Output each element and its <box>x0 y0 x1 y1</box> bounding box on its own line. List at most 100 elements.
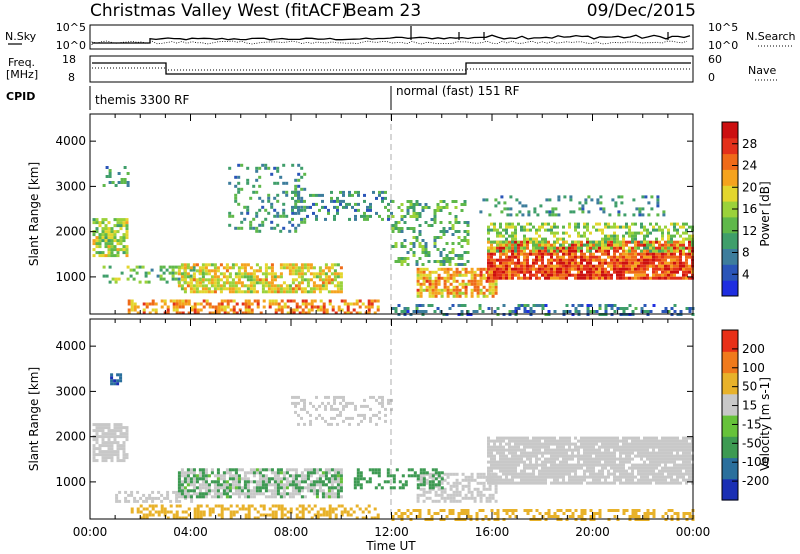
data-cell <box>442 227 446 230</box>
data-cell <box>553 451 556 455</box>
data-cell <box>574 472 577 476</box>
data-cell <box>246 284 250 288</box>
data-cell <box>288 220 292 224</box>
data-cell <box>535 481 538 485</box>
data-cell <box>652 264 655 268</box>
data-cell <box>667 457 670 461</box>
data-cell <box>255 269 259 273</box>
data-cell <box>95 459 99 463</box>
data-cell <box>508 234 511 238</box>
data-cell <box>592 264 595 268</box>
data-cell <box>322 305 326 309</box>
data-cell <box>125 432 129 436</box>
data-cell <box>568 225 571 229</box>
data-cell <box>625 460 628 464</box>
data-cell <box>562 273 565 277</box>
data-cell <box>177 272 181 276</box>
data-cell <box>520 246 523 250</box>
data-cell <box>421 263 425 266</box>
data-cell <box>643 237 646 241</box>
data-cell <box>613 469 616 473</box>
data-cell <box>562 439 565 443</box>
data-cell <box>276 223 280 227</box>
data-cell <box>181 299 185 303</box>
data-cell <box>476 472 480 476</box>
data-cell <box>652 228 655 232</box>
data-cell <box>354 214 357 218</box>
data-cell <box>255 480 259 484</box>
data-cell <box>255 229 259 233</box>
data-cell <box>514 246 517 250</box>
data-cell <box>535 442 538 446</box>
data-cell <box>589 481 592 485</box>
data-cell <box>470 288 474 292</box>
data-cell <box>464 484 468 488</box>
data-cell <box>506 213 510 217</box>
data-cell <box>98 224 102 228</box>
data-cell <box>359 483 363 487</box>
data-cell <box>547 457 550 461</box>
data-cell <box>532 448 535 452</box>
data-cell <box>544 451 547 455</box>
data-cell <box>217 302 221 306</box>
data-cell <box>655 436 658 440</box>
data-cell <box>309 272 313 276</box>
data-cell <box>336 205 339 209</box>
data-cell <box>532 240 535 244</box>
data-cell <box>458 499 462 503</box>
data-cell <box>502 478 505 482</box>
data-cell <box>381 190 384 194</box>
data-cell <box>280 510 284 514</box>
data-cell <box>592 457 595 461</box>
data-cell <box>192 263 196 267</box>
data-cell <box>601 258 604 262</box>
data-cell <box>129 274 133 278</box>
data-cell <box>508 478 511 482</box>
data-cell <box>535 246 538 250</box>
data-cell <box>105 166 109 169</box>
data-cell <box>315 407 318 411</box>
data-cell <box>538 442 541 446</box>
data-cell <box>439 310 443 313</box>
data-cell <box>473 285 477 289</box>
data-cell <box>116 224 120 228</box>
data-cell <box>192 268 196 272</box>
data-cell <box>553 469 556 473</box>
data-cell <box>237 495 241 499</box>
data-cell <box>365 480 369 484</box>
data-cell <box>237 269 241 273</box>
data-cell <box>467 481 471 485</box>
data-cell <box>428 472 432 476</box>
data-cell <box>455 478 459 482</box>
data-cell <box>676 267 679 271</box>
data-cell <box>520 478 523 482</box>
data-cell <box>473 288 477 292</box>
data-cell <box>538 445 541 449</box>
data-cell <box>282 477 286 481</box>
data-cell <box>526 463 529 467</box>
data-cell <box>643 481 646 485</box>
data-cell <box>424 206 428 209</box>
data-cell <box>342 404 345 408</box>
data-cell <box>294 226 298 230</box>
data-cell <box>533 207 537 211</box>
data-cell <box>243 477 247 481</box>
data-cell <box>490 463 493 467</box>
data-cell <box>113 432 117 436</box>
data-cell <box>119 221 123 225</box>
data-cell <box>207 290 211 294</box>
data-cell <box>577 457 580 461</box>
data-cell <box>145 499 149 503</box>
data-cell <box>125 245 129 249</box>
data-cell <box>553 442 556 446</box>
data-cell <box>363 214 366 218</box>
data-cell <box>487 460 490 464</box>
data-cell <box>180 483 184 487</box>
data-cell <box>670 445 673 449</box>
data-cell <box>303 480 307 484</box>
data-cell <box>327 266 331 270</box>
data-cell <box>363 413 366 417</box>
data-cell <box>523 307 527 310</box>
data-cell <box>598 439 601 443</box>
